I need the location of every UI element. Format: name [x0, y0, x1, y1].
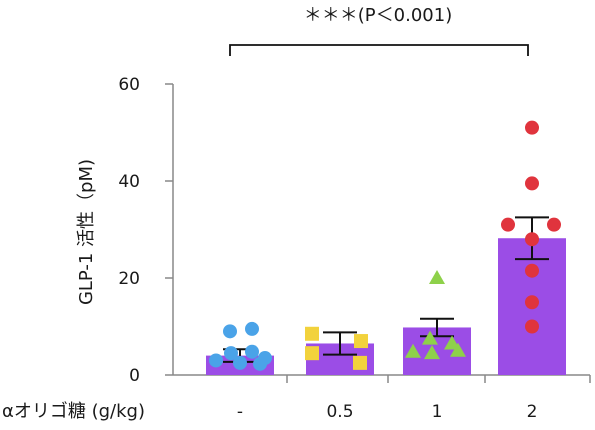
- data-point: [223, 324, 237, 339]
- x-tick-label: 2: [527, 402, 538, 422]
- data-point: [224, 346, 238, 361]
- data-point: [444, 335, 460, 350]
- x-tick-label: 1: [432, 402, 443, 422]
- x-axis-title: αオリゴ糖 (g/kg): [2, 401, 145, 422]
- y-tick-label: 20: [118, 269, 140, 289]
- x-tick-label: 0.5: [326, 402, 353, 422]
- data-point: [525, 263, 539, 278]
- data-point: [525, 295, 539, 310]
- y-tick-label: 40: [118, 172, 140, 192]
- data-point: [501, 217, 515, 232]
- data-point: [305, 326, 319, 341]
- data-point: [525, 319, 539, 334]
- significance-bracket: ＊＊＊(P＜0.001): [229, 5, 529, 56]
- data-point: [429, 270, 445, 284]
- data-point: [354, 334, 368, 349]
- data-point: [525, 176, 539, 191]
- bracket-line: [229, 44, 529, 56]
- data-point: [424, 345, 440, 360]
- y-tick-label: 60: [118, 75, 140, 95]
- data-point: [253, 356, 267, 371]
- data-point: [245, 344, 259, 359]
- data-point: [353, 355, 367, 370]
- data-points: [209, 120, 561, 371]
- data-point: [422, 330, 438, 345]
- data-point: [525, 232, 539, 247]
- data-point: [405, 343, 421, 358]
- x-tick-label: -: [237, 402, 243, 422]
- data-point: [525, 120, 539, 135]
- data-point: [245, 321, 259, 336]
- significance-label: ＊＊＊(P＜0.001): [304, 5, 452, 26]
- data-point: [450, 342, 466, 357]
- y-axis-title: GLP-1 活性（pM): [76, 159, 97, 305]
- data-point: [547, 217, 561, 232]
- data-point: [209, 353, 223, 368]
- y-tick-label: 0: [129, 366, 140, 386]
- data-point: [233, 355, 247, 370]
- data-point: [305, 346, 319, 361]
